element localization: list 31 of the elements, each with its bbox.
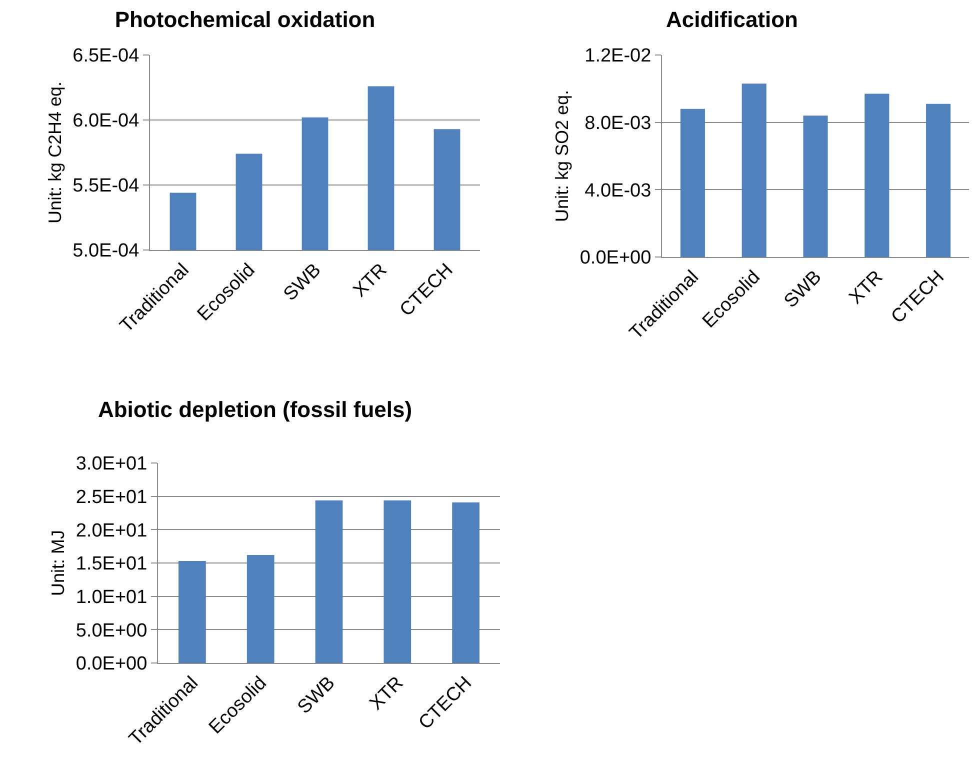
chart-title: Abiotic depletion (fossil fuels): [98, 397, 412, 422]
y-axis-title: Unit: kg C2H4 eq.: [44, 81, 65, 224]
chart-title: Photochemical oxidation: [114, 7, 376, 32]
y-tick-label: 5.5E-04: [72, 176, 140, 197]
y-tick-label: 4.0E-03: [584, 180, 652, 202]
y-tick-label: 2.0E+01: [76, 520, 148, 542]
y-tick-label: 6.0E-04: [72, 110, 140, 132]
y-tick-label: 1.0E+01: [76, 586, 148, 608]
bar: [742, 84, 766, 257]
y-tick-label: 1.2E-02: [584, 46, 652, 67]
bar: [926, 104, 951, 257]
y-tick-label: 0.0E+00: [76, 654, 148, 675]
y-axis-title: Unit: MJ: [48, 530, 68, 596]
bar: [384, 500, 412, 663]
y-tick-label: 5.0E-04: [72, 240, 140, 262]
bar: [246, 555, 274, 663]
y-axis-title: Unit: kg SO2 eq.: [552, 90, 572, 222]
y-tick-label: 3.0E+01: [76, 454, 148, 475]
bar: [803, 116, 828, 257]
y-tick-label: 6.5E-04: [72, 46, 140, 67]
chart-title: Acidification: [666, 7, 798, 32]
bar: [680, 108, 705, 257]
bar: [452, 502, 480, 663]
bar: [178, 561, 206, 663]
y-tick-label: 0.0E+00: [580, 248, 652, 269]
y-tick-label: 1.5E+01: [76, 554, 148, 575]
bar: [864, 94, 890, 257]
y-tick-label: 5.0E+00: [76, 620, 148, 642]
y-tick-label: 2.5E+01: [76, 486, 148, 508]
bar: [315, 500, 343, 663]
y-tick-label: 8.0E-03: [584, 112, 652, 134]
